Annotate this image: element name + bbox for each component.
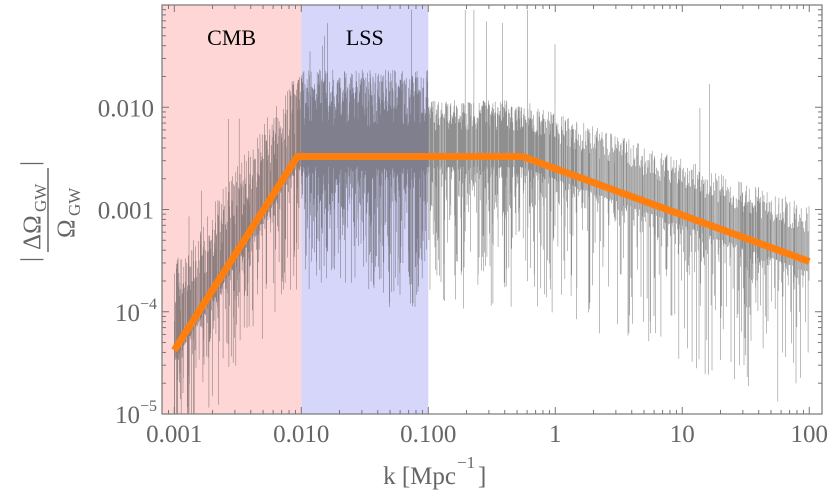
x-axis-label: k [Mpc bbox=[383, 463, 456, 490]
y-tick-exponent: −5 bbox=[140, 398, 157, 415]
y-axis-numerator: ΔΩ bbox=[19, 215, 46, 250]
y-tick-label: 10 bbox=[115, 300, 140, 327]
envelope-line bbox=[171, 153, 811, 353]
x-axis-label-bracket: ] bbox=[478, 463, 486, 490]
y-axis-denominator-sub: GW bbox=[65, 187, 84, 216]
x-tick-label: 0.001 bbox=[146, 421, 202, 448]
region-label-lss: LSS bbox=[346, 25, 384, 50]
y-tick-exponent: −4 bbox=[140, 296, 157, 313]
x-tick-label: 0.100 bbox=[400, 421, 456, 448]
y-tick-label: 0.010 bbox=[98, 95, 154, 122]
y-axis-numerator-sub: GW bbox=[31, 183, 50, 212]
y-tick-label: 10 bbox=[115, 402, 140, 429]
y-axis-abs-left: | bbox=[17, 257, 44, 262]
y-axis-denominator: Ω bbox=[53, 219, 80, 238]
x-tick-label: 10 bbox=[670, 421, 695, 448]
x-axis-label-exponent: −1 bbox=[457, 453, 475, 472]
y-tick-label: 0.001 bbox=[98, 198, 154, 225]
x-tick-label: 0.010 bbox=[273, 421, 329, 448]
x-tick-label: 100 bbox=[791, 421, 829, 448]
region-label-cmb: CMB bbox=[207, 25, 256, 50]
y-axis-abs-right: | bbox=[17, 161, 44, 166]
x-tick-label: 1 bbox=[549, 421, 562, 448]
